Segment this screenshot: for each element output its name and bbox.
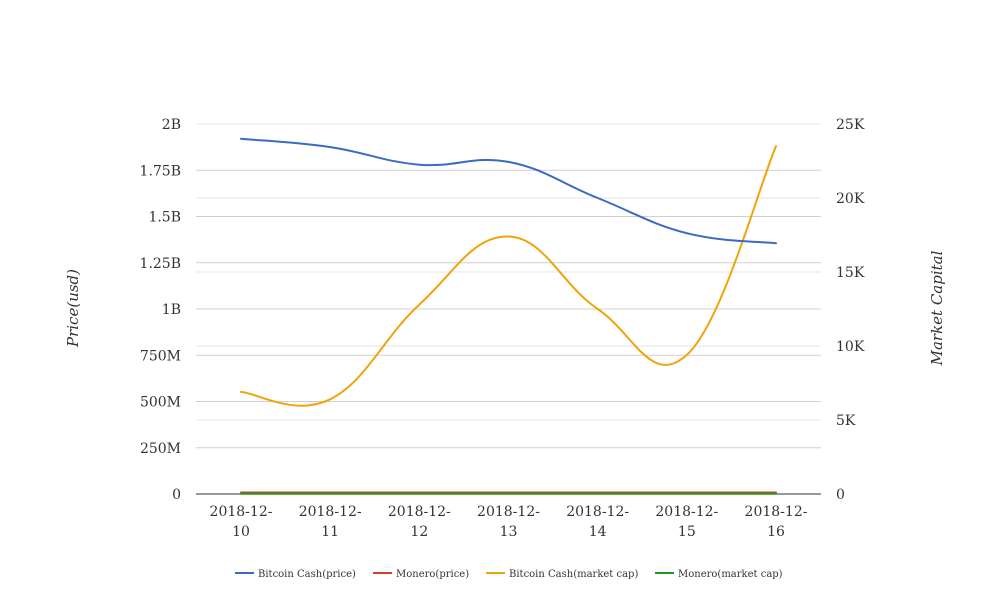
left-tick-label: 250M — [140, 441, 181, 457]
legend: Bitcoin Cash(price) Monero(price) Bitcoin … — [235, 569, 783, 580]
x-tick-label: 2018-12-16 — [745, 504, 808, 540]
legend-label-bitcoin-cash-price: Bitcoin Cash(price) — [258, 569, 356, 580]
tick-labels: 0 250M 500M 750M 1B 1.25B 1.5B 1.75B 2B 0 5K 10K 15K… — [140, 117, 865, 540]
right-tick-label: 25K — [836, 117, 865, 133]
left-axis-title: Price(usd) — [64, 269, 82, 348]
legend-label-monero-market-cap: Monero(market cap) — [678, 569, 783, 580]
x-tick-label: 2018-12-11 — [299, 504, 362, 540]
left-tick-label: 0 — [172, 487, 181, 503]
right-tick-label: 0 — [836, 487, 845, 503]
left-tick-label: 500M — [140, 395, 181, 411]
left-tick-label: 750M — [140, 348, 181, 364]
left-tick-label: 1.5B — [148, 210, 181, 226]
legend-label-bitcoin-cash-market-cap: Bitcoin Cash(market cap) — [509, 569, 638, 580]
x-tick-label: 2018-12-10 — [210, 504, 273, 540]
legend-label-monero-price: Monero(price) — [396, 569, 469, 580]
left-tick-label: 1.25B — [140, 256, 181, 272]
x-tick-label: 2018-12-14 — [566, 504, 629, 540]
right-tick-label: 10K — [836, 339, 865, 355]
series-line-bitcoin-cash-market-cap — [240, 145, 777, 407]
x-tick-label: 2018-12-13 — [477, 504, 540, 540]
x-tick-label: 2018-12-15 — [655, 504, 718, 540]
right-axis-title: Market Capital — [928, 250, 946, 366]
left-tick-label: 1.75B — [140, 163, 181, 179]
right-tick-label: 5K — [836, 413, 856, 429]
right-tick-label: 20K — [836, 191, 865, 207]
left-tick-label: 1B — [162, 302, 181, 318]
right-tick-label: 15K — [836, 265, 865, 281]
gridlines — [196, 123, 821, 449]
series-lines — [240, 137, 777, 495]
x-tick-label: 2018-12-12 — [388, 504, 451, 540]
series-line-bitcoin-cash-price — [240, 137, 777, 245]
left-tick-label: 2B — [162, 117, 181, 133]
